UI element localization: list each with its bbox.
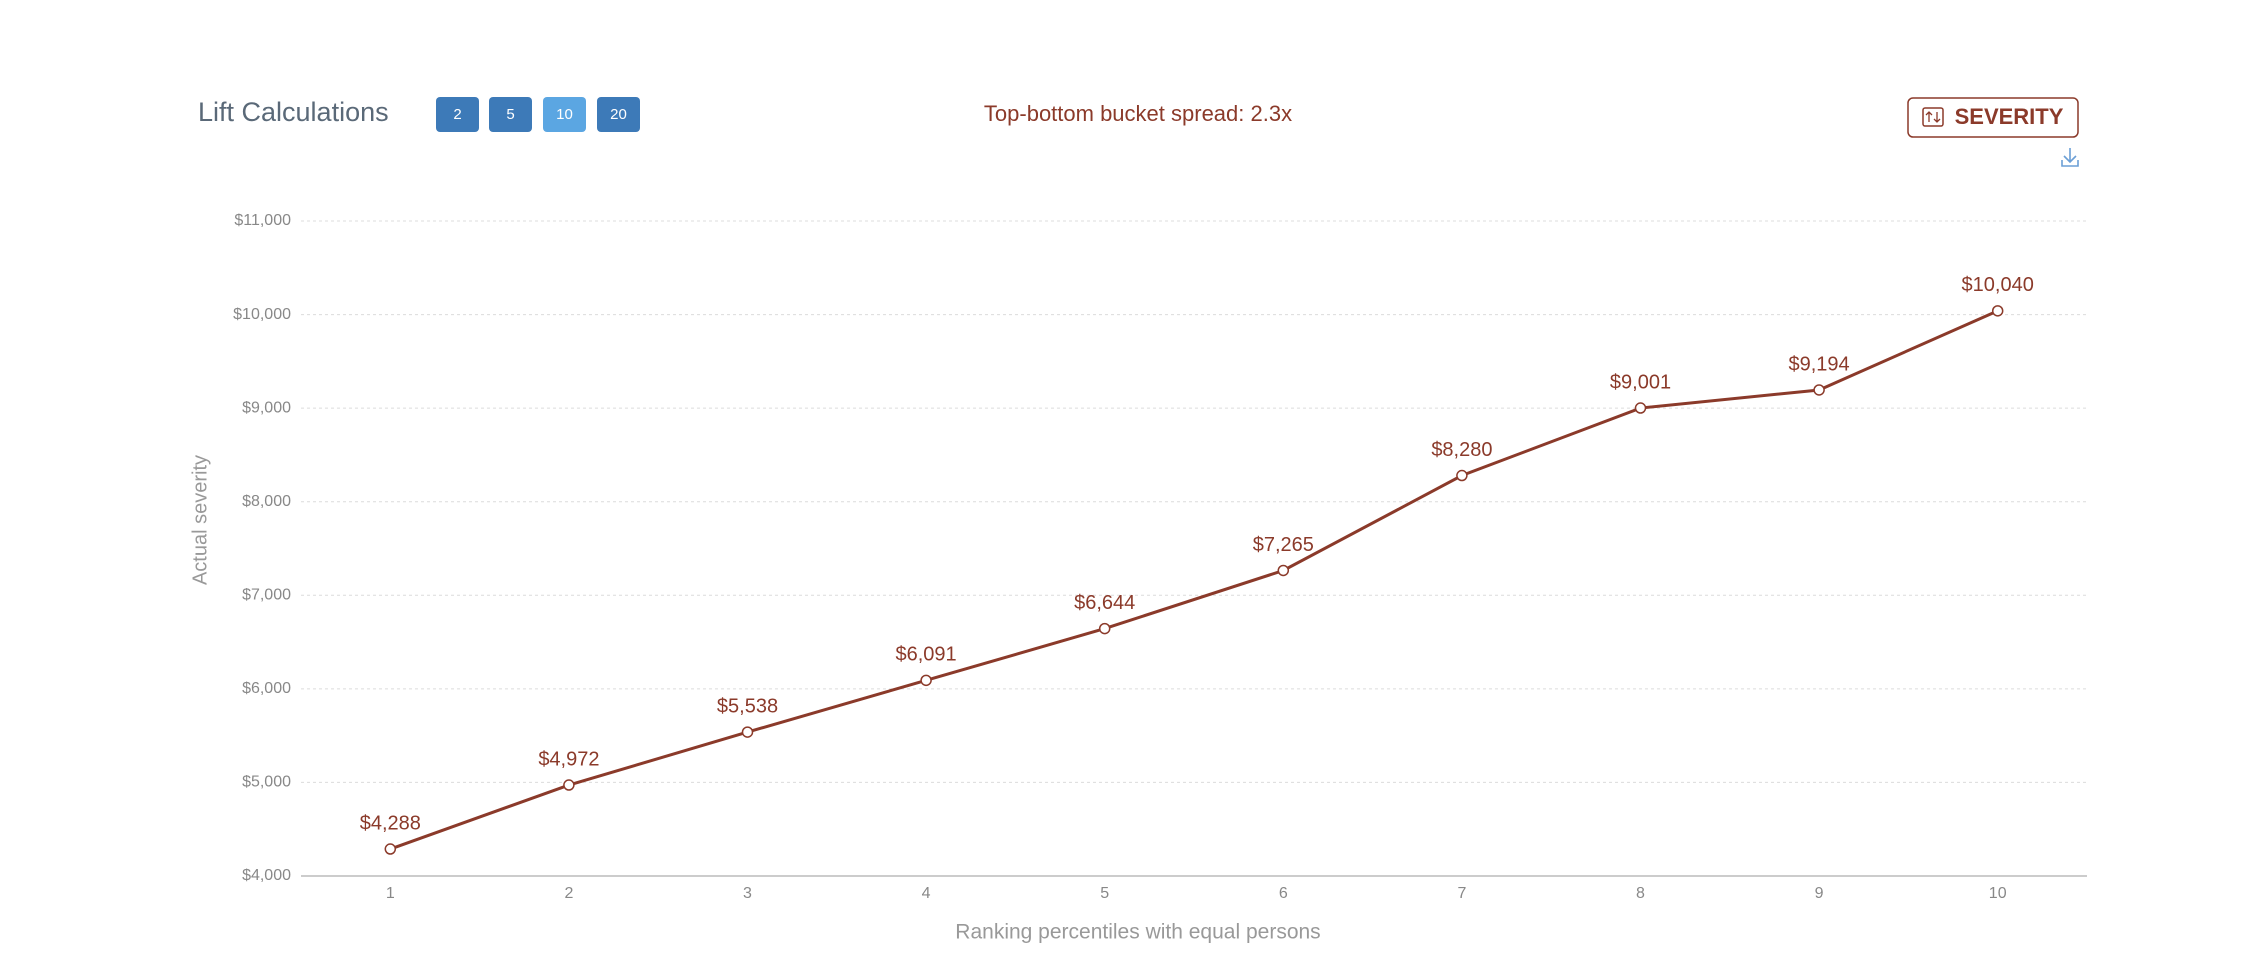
- bucket-button-label[interactable]: 20: [610, 106, 627, 123]
- point: [1456, 469, 1468, 482]
- bucket-button[interactable]: [436, 97, 479, 132]
- bucket-buttons: 2 5 10 20: [436, 97, 640, 132]
- point: [563, 779, 575, 791]
- chart-title: Lift Calculations: [198, 97, 389, 127]
- bucket-button-label[interactable]: 2: [453, 106, 461, 123]
- y-tick-label: $9,000: [242, 399, 291, 416]
- data-label: $9,194: [1789, 353, 1850, 375]
- sort-icon-arrows: [1925, 111, 1941, 123]
- bucket-button[interactable]: [597, 97, 640, 132]
- severity-button[interactable]: [1907, 97, 2079, 138]
- x-tick-label: 10: [1989, 885, 2007, 902]
- point: [1991, 305, 2004, 317]
- data-label: $6,091: [896, 644, 957, 666]
- point: [1098, 622, 1111, 635]
- bucket-button-label[interactable]: 5: [506, 106, 514, 123]
- x-tick-label: 1: [386, 885, 395, 902]
- point: [1813, 384, 1825, 396]
- x-tick-label: 8: [1636, 885, 1645, 902]
- bucket-button[interactable]: [543, 97, 586, 132]
- sort-icon: [1922, 107, 1944, 127]
- x-tick-label: 5: [1100, 885, 1109, 902]
- point: [384, 843, 397, 855]
- point: [1634, 402, 1647, 414]
- annotation: Top-bottom bucket spread: 2.3x: [984, 101, 1292, 126]
- data-label: $4,288: [360, 812, 421, 834]
- bucket-button[interactable]: [489, 97, 532, 132]
- bucket-button-label[interactable]: 10: [556, 106, 573, 123]
- x-tick-label: 4: [922, 885, 931, 902]
- data-label: $4,972: [538, 748, 599, 770]
- x-tick-label: 6: [1279, 885, 1288, 902]
- x-tick-label: 9: [1815, 885, 1824, 902]
- y-tick-label: $6,000: [242, 680, 291, 697]
- point: [920, 674, 932, 687]
- data-label: $9,001: [1610, 371, 1671, 393]
- y-tick-label: $11,000: [234, 212, 291, 229]
- y-axis-title: Actual severity: [189, 455, 211, 585]
- data-label: $8,280: [1431, 439, 1492, 461]
- y-tick-label: $7,000: [242, 587, 291, 604]
- y-tick-label: $8,000: [242, 493, 291, 510]
- x-tick-label: 3: [743, 885, 752, 902]
- point: [741, 726, 754, 738]
- x-tick-label: 2: [564, 885, 573, 902]
- y-tick-label: $4,000: [242, 867, 291, 884]
- point: [1277, 564, 1290, 577]
- y-tick-label: $5,000: [242, 774, 291, 791]
- download-icon[interactable]: [2061, 148, 2079, 167]
- x-axis-title: Ranking percentiles with equal persons: [955, 921, 1320, 944]
- series-line: [389, 309, 1999, 851]
- x-tick-label: 7: [1457, 885, 1466, 902]
- data-label: $7,265: [1253, 534, 1314, 556]
- data-label: $10,040: [1962, 274, 2034, 296]
- severity-button-label[interactable]: SEVERITY: [1955, 104, 2064, 129]
- y-tick-label: $10,000: [233, 306, 291, 323]
- data-label: $5,538: [717, 695, 778, 717]
- data-label: $6,644: [1074, 592, 1135, 614]
